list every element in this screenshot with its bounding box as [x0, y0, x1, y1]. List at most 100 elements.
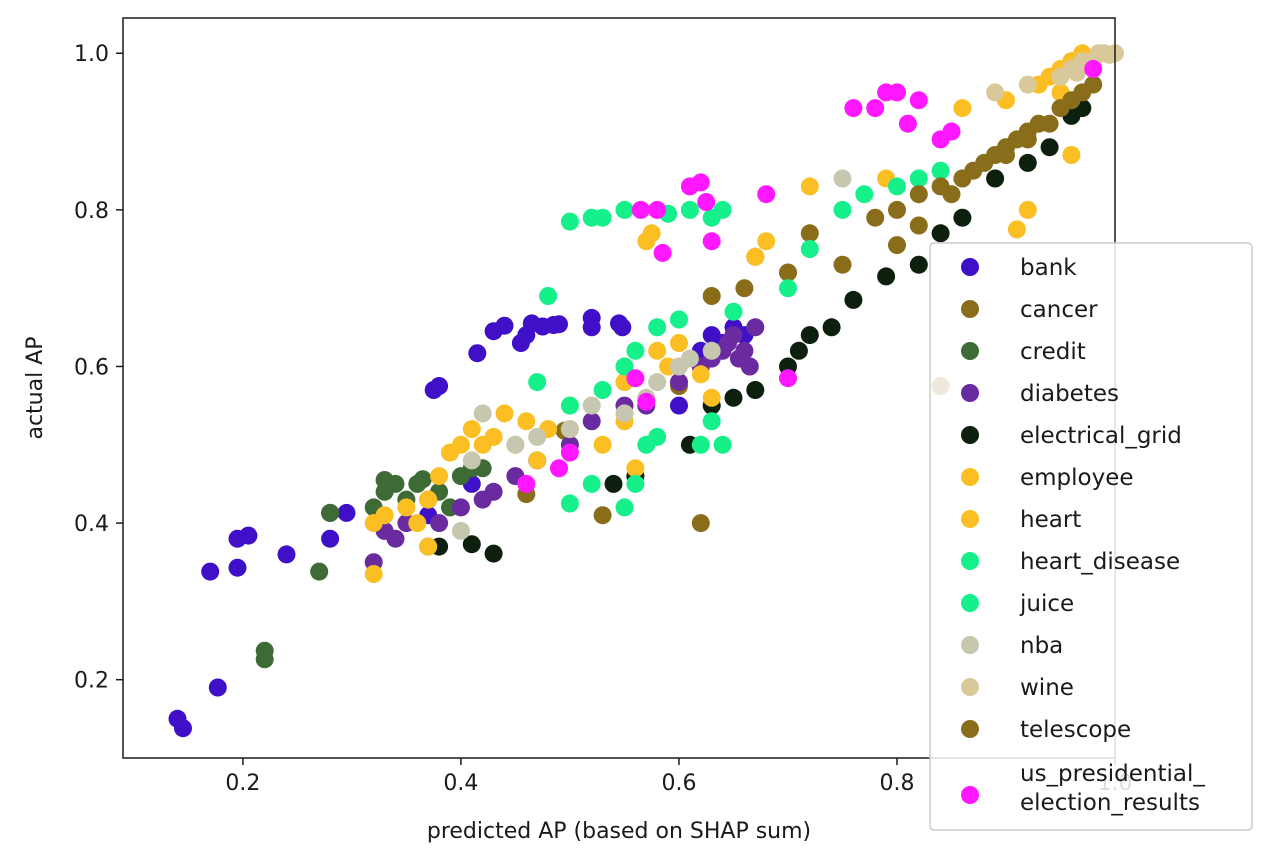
data-point [1084, 59, 1103, 78]
data-point [757, 185, 776, 204]
series-us-presidential-election-results [517, 59, 1103, 493]
data-point [953, 208, 972, 227]
data-point [757, 232, 776, 251]
data-point [1018, 75, 1037, 94]
data-point [691, 173, 710, 192]
data-point [593, 208, 612, 227]
data-point [1062, 146, 1081, 164]
legend-label: cancer [1020, 297, 1098, 323]
data-point [484, 482, 503, 501]
series-juice [528, 138, 1015, 392]
data-point [626, 459, 645, 478]
data-point [462, 535, 481, 554]
data-point [888, 177, 906, 196]
data-point [909, 91, 928, 110]
data-point [495, 316, 514, 335]
data-point [637, 392, 656, 411]
legend-marker [961, 552, 979, 570]
data-point [631, 200, 650, 219]
data-point [593, 435, 612, 454]
series-heart-disease [560, 310, 732, 517]
data-point [1040, 138, 1059, 157]
data-point [239, 526, 258, 545]
data-point [582, 396, 601, 415]
points-layer [168, 44, 1124, 738]
data-point [735, 279, 754, 298]
data-point [844, 99, 863, 118]
legend-frame [929, 242, 1253, 831]
data-point [746, 318, 765, 337]
legend-marker [961, 468, 979, 486]
data-point [713, 200, 732, 219]
legend-marker [961, 786, 979, 804]
legend-marker [961, 342, 979, 360]
x-tick-label: 0.8 [879, 771, 914, 796]
legend-label: us_presidential_ election_results [1020, 761, 1205, 816]
data-point [517, 474, 536, 493]
data-point [560, 396, 579, 415]
data-point [462, 420, 481, 439]
data-point [942, 122, 961, 141]
data-point [386, 474, 405, 493]
data-point [528, 373, 547, 392]
data-point [451, 435, 470, 454]
data-point [909, 185, 928, 204]
legend: bank cancer credit diabetes electrical_gride… [929, 242, 1253, 831]
data-point [648, 341, 667, 360]
data-point [691, 435, 710, 454]
data-point [931, 177, 950, 196]
data-point [648, 200, 667, 219]
data-point [746, 381, 765, 399]
y-axis-label: actual AP [23, 336, 48, 439]
y-tick-label: 0.6 [74, 355, 109, 380]
data-point [1084, 75, 1103, 94]
data-point [779, 279, 797, 298]
legend-marker [961, 300, 979, 318]
data-point [866, 99, 885, 118]
data-point [430, 377, 449, 395]
data-point [789, 341, 808, 360]
data-point [615, 200, 634, 219]
data-point [560, 443, 579, 462]
data-point [560, 212, 579, 231]
data-point [1067, 63, 1086, 82]
data-point [713, 435, 732, 454]
x-axis-label: predicted AP (based on SHAP sum) [427, 819, 811, 844]
legend-label: nba [1020, 633, 1063, 659]
data-point [310, 562, 329, 581]
data-point [593, 506, 612, 525]
data-point [255, 641, 274, 660]
data-point [877, 267, 896, 286]
data-point [560, 420, 579, 439]
data-point [208, 678, 227, 697]
series-telescope [866, 75, 1103, 227]
data-point [626, 474, 645, 493]
legend-label: employee [1020, 465, 1134, 491]
legend-marker [961, 510, 979, 528]
data-point [702, 412, 721, 431]
data-point [528, 451, 547, 470]
legend-label: credit [1020, 339, 1086, 365]
data-point [397, 498, 416, 517]
data-point [604, 474, 623, 493]
data-point [495, 404, 514, 423]
data-point [593, 381, 612, 399]
legend-marker [961, 258, 979, 276]
data-point [626, 369, 645, 388]
data-point [680, 200, 699, 219]
data-point [702, 287, 721, 305]
data-point [986, 169, 1005, 188]
data-point [1018, 200, 1037, 219]
data-point [201, 562, 220, 581]
data-point [888, 200, 906, 219]
data-point [517, 412, 536, 431]
y-tick-label: 0.2 [74, 669, 109, 694]
legend-label: heart [1020, 507, 1081, 533]
data-point [451, 521, 470, 540]
data-point [653, 243, 672, 262]
data-point [702, 232, 721, 251]
legend-marker [961, 678, 979, 696]
data-point [1018, 153, 1037, 172]
data-point [735, 341, 754, 360]
data-point [408, 514, 427, 533]
